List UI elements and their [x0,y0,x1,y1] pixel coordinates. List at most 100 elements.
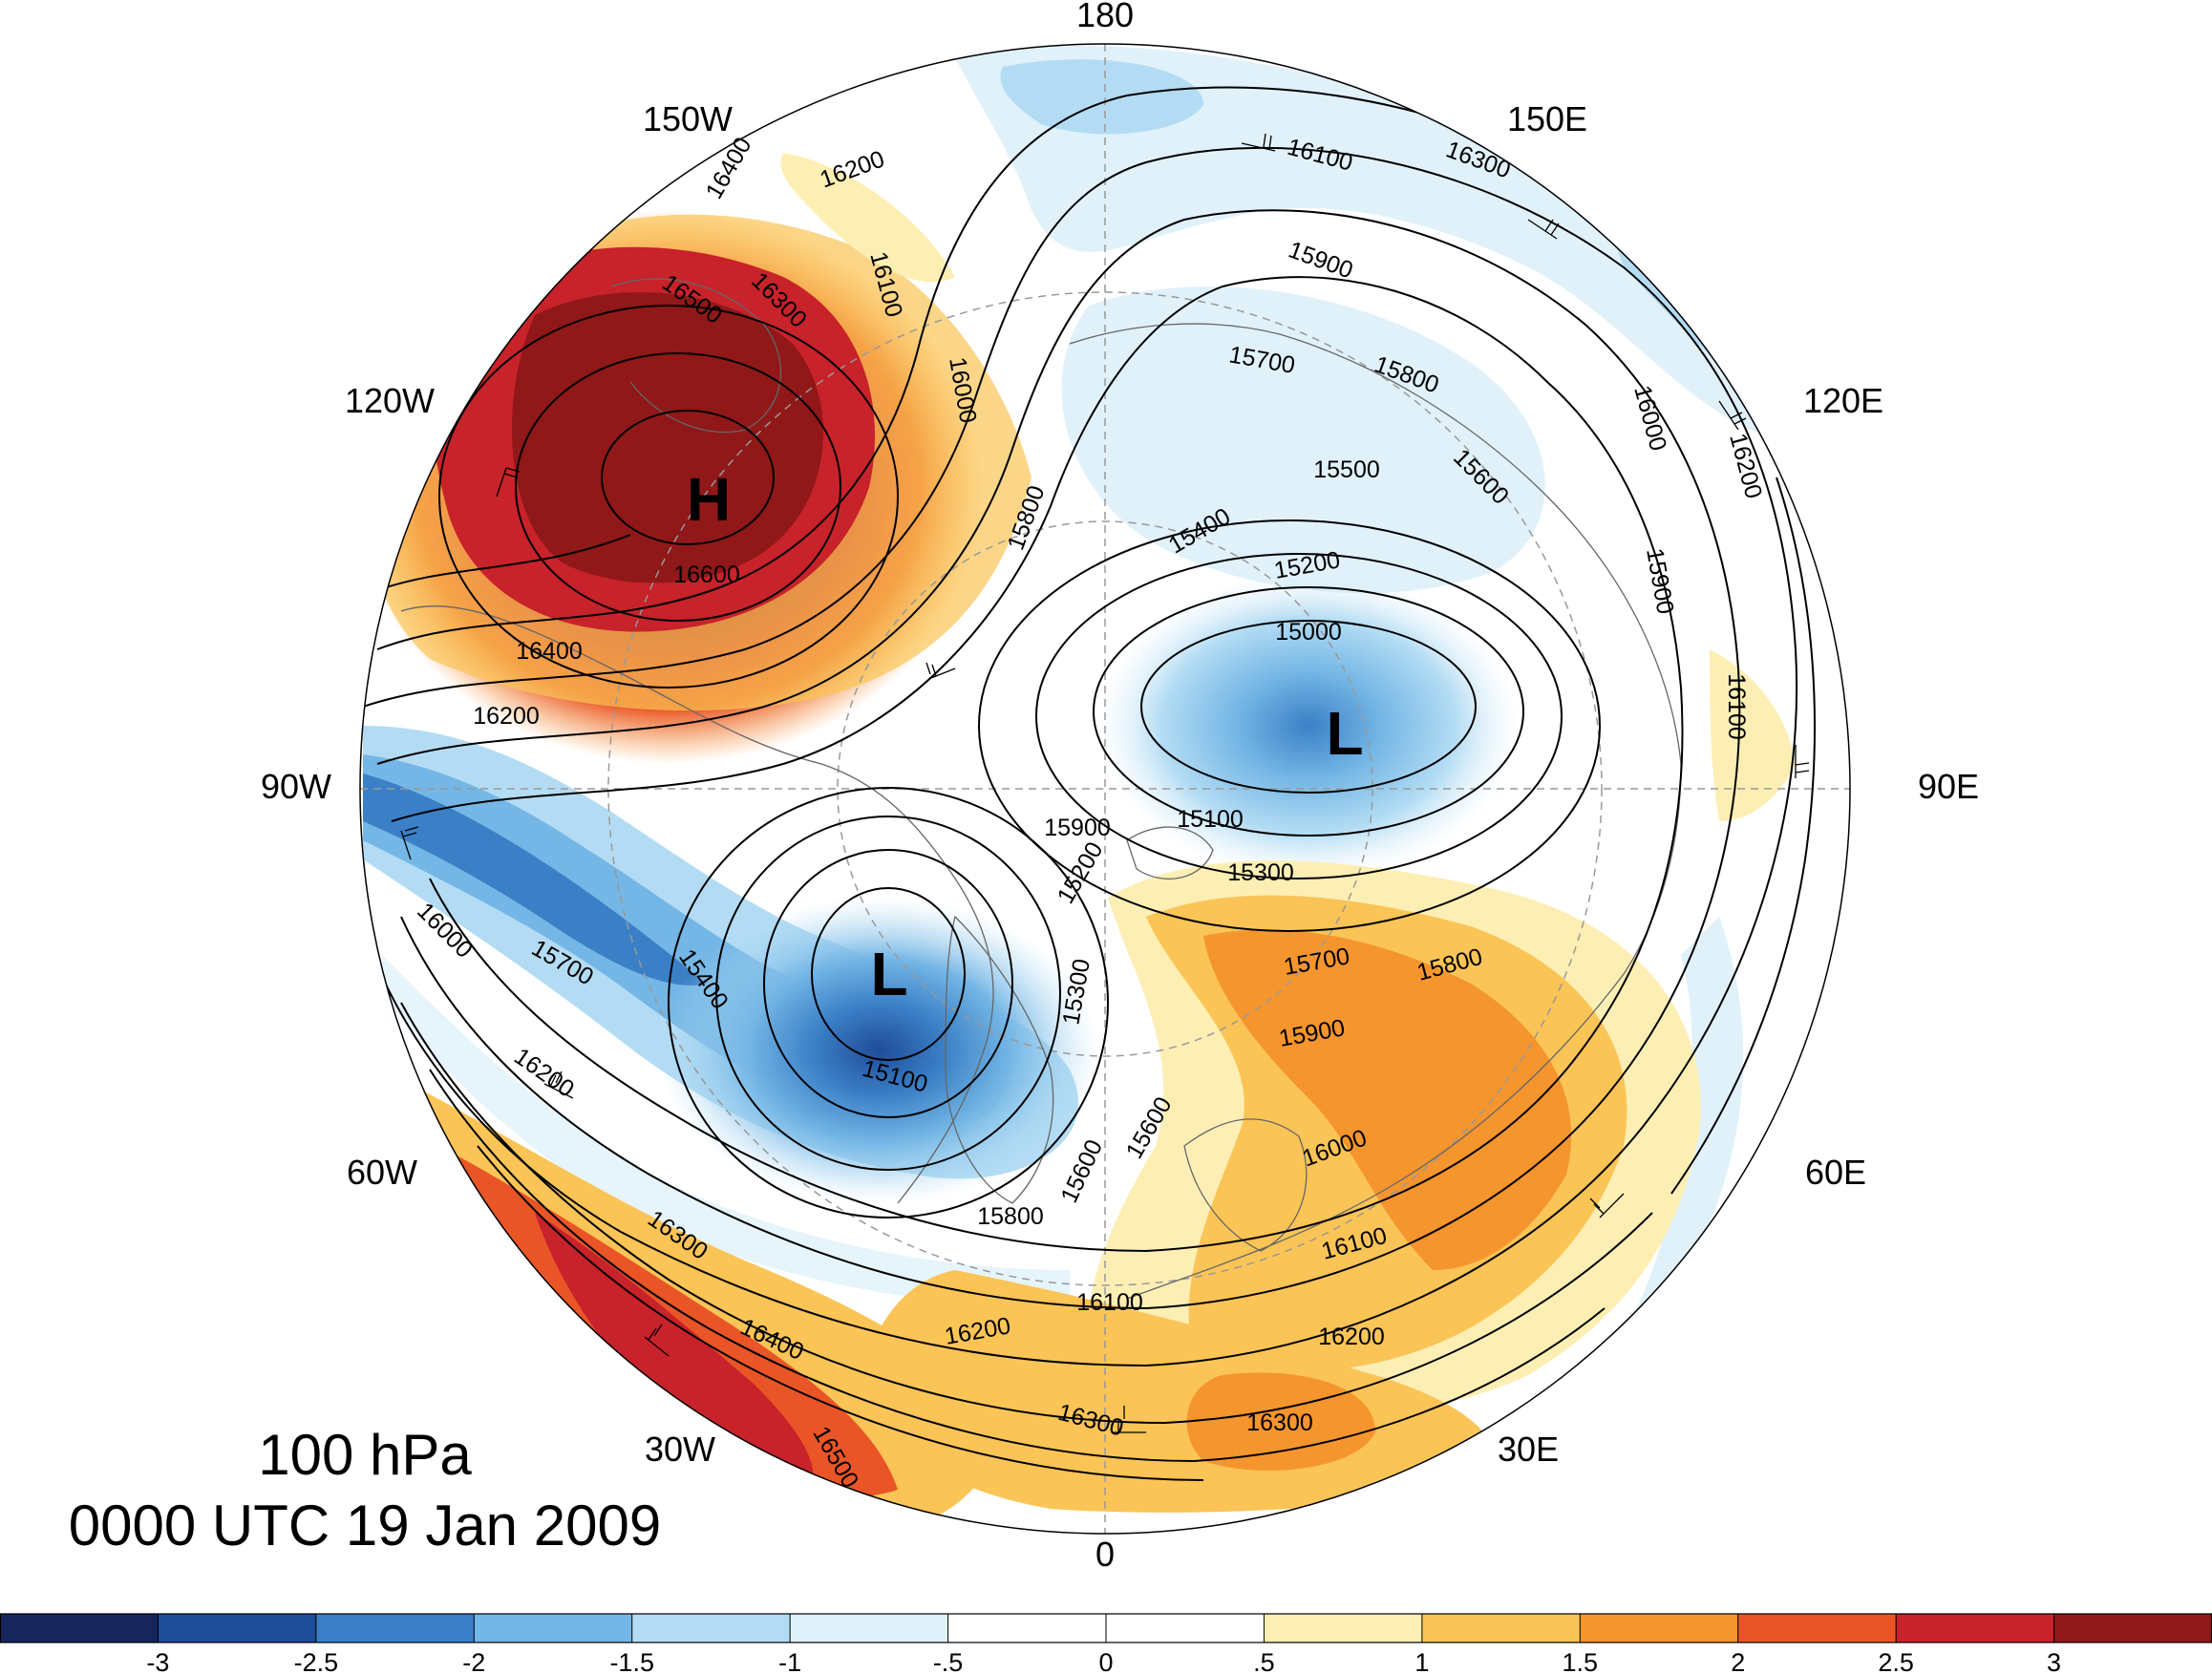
shading-high-darkred [512,292,824,583]
colorbar-label: -3 [146,1648,169,1674]
warm-shading [360,153,1796,1534]
shading-low-southwest [659,898,1098,1203]
shading-warm-nw-rim [780,153,955,283]
shading-warm-southwest-dark [535,1213,814,1490]
colorbar-label: 2.5 [1878,1648,1914,1674]
title-level: 100 hPa [258,1423,472,1487]
colorbar-label: 1 [1414,1648,1429,1674]
contour-wave-8 [477,1145,1204,1481]
map-outline [359,43,1851,1535]
shading-cool-east-rim [1624,917,1744,1337]
colorbar-label: -1.5 [609,1648,654,1674]
contour-label: 16300 [1246,1409,1313,1436]
colorbar-label: -1 [778,1648,801,1674]
contour-label: 16100 [1076,1289,1143,1316]
coastline-north-america [400,605,994,1204]
contour-label: 16600 [673,562,740,588]
wind-barb [644,1324,670,1357]
contour-wave-9 [1670,477,1816,1195]
colorbar-label: .5 [1253,1648,1275,1674]
colorbar-label: 2 [1731,1648,1745,1674]
contour-label: 16200 [1318,1324,1385,1350]
shading-warm-east-strip [1710,649,1796,821]
contour-low-sw-1 [811,887,966,1061]
coastline-arctic-islands [1126,826,1214,880]
longitude-label: 60E [1805,1153,1866,1192]
wind-barb [1113,1406,1146,1433]
colorbar-swatch [1580,1614,1739,1642]
wind-barb [1527,219,1560,240]
contour-wave-1 [362,146,1798,1367]
longitude-label: 30E [1498,1430,1559,1469]
contour-label: 16200 [473,703,540,730]
contour-high-1 [601,410,775,545]
contour-low-sw-3 [715,816,1061,1171]
longitude-label: 180 [1076,0,1134,34]
contour-low-east-3 [1035,553,1563,879]
colorbar-swatch [0,1614,159,1642]
contour-low-east-2 [1093,586,1524,837]
colorbar-swatch [474,1614,633,1642]
contour-label: 15100 [1177,806,1244,833]
colorbar-swatch [1106,1614,1265,1642]
wind-barb [925,662,956,679]
high-center-label: H [687,465,731,534]
contour-high-3 [438,305,899,689]
contour-wave-2 [376,209,1741,1310]
colorbar-swatch [1421,1614,1581,1642]
colorbar-swatch [1264,1614,1423,1642]
contour-label: 15900 [1044,815,1111,841]
colorbar-swatch [947,1614,1107,1642]
shading-warm-se-deep [1203,929,1572,1270]
colorbar-swatch [1896,1614,2055,1642]
colorbar-swatch [1737,1614,1897,1642]
contour-wave-5 [372,534,631,593]
contour-wave-3 [391,276,1684,1253]
colorbar-swatch [790,1614,949,1642]
colorbar-swatch [2053,1614,2212,1642]
shading-cool-center [1061,286,1545,594]
colorbar-label: 3 [2047,1648,2061,1674]
longitude-label: 120E [1803,381,1883,420]
shading-blue-west-deep [363,773,707,985]
height-contours [362,86,1850,1481]
longitude-label: 120W [345,381,435,420]
latitude-circle-middle [607,291,1603,1286]
wind-barb [496,467,521,498]
wind-barb [1718,400,1747,431]
wind-barb [400,826,419,860]
graticule [360,44,1850,1534]
contour-low-sw-4 [668,787,1109,1218]
shading-low-east [1098,573,1519,879]
wind-barb [1795,745,1810,778]
wind-barb [1589,1193,1625,1218]
shading-cool-north-rim-2 [1000,59,1203,135]
colorbar-label: 0 [1098,1648,1113,1674]
colorbar-swatch [631,1614,791,1642]
contour-low-sw-2 [763,849,1013,1118]
contour-label: 15300 [1227,859,1294,886]
contour-low-east-1 [1140,620,1477,794]
contour-wave-6 [400,1002,1653,1425]
colorbar-swatch [315,1614,475,1642]
coastline-greenland [945,915,1054,1204]
colorbar-swatch [158,1614,317,1642]
colorbar-label: 1.5 [1563,1648,1599,1674]
colorbar-label: -2 [462,1648,485,1674]
wind-barb [1241,133,1276,152]
shading-cool-band-outer [382,955,1070,1308]
coastline-alaska [610,278,782,434]
contour-label: 15800 [977,1203,1044,1230]
contour-label: 16100 [1723,673,1750,740]
longitude-label: 150E [1507,99,1587,138]
shading-cool-north-rim [955,46,1776,440]
wind-barb [668,138,698,173]
colorbar-label: -.5 [933,1648,964,1674]
low-center-label: L [1326,699,1363,768]
longitude-label: 0 [1095,1535,1115,1574]
colorbar-label: -2.5 [294,1648,339,1674]
longitude-labels: 180 150E 120E 90E 60E 30E 0 30W 60W 90W 120W 150W [261,0,1979,1574]
contour-high-2 [515,352,841,622]
